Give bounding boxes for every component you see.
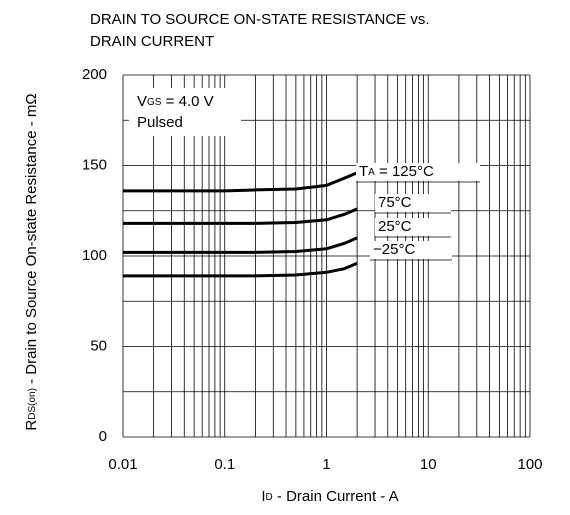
y-tick-label: 150 xyxy=(82,156,107,173)
y-tick-label: 100 xyxy=(82,247,107,264)
label-bg xyxy=(356,163,480,181)
x-axis-label: ID - Drain Current - A xyxy=(261,488,398,505)
x-tick-label: 100 xyxy=(517,456,542,473)
annotation: Pulsed xyxy=(137,114,183,131)
annotation-part: = 4.0 V xyxy=(161,93,213,110)
label-bg xyxy=(370,241,452,259)
chart-title: DRAIN TO SOURCE ON-STATE RESISTANCE vs. xyxy=(90,11,430,28)
legend-label: −25°C xyxy=(373,241,415,258)
label-bg xyxy=(375,194,451,212)
x-tick-label: 1 xyxy=(322,456,330,473)
legend-part: T xyxy=(359,163,368,180)
x-tick-label: 0.1 xyxy=(214,456,235,473)
line-series xyxy=(123,261,358,278)
legend-part: A xyxy=(368,167,375,178)
legend-label: 75°C xyxy=(378,194,412,211)
x-tick-label: 0.01 xyxy=(108,456,137,473)
annotation-part: GS xyxy=(147,97,162,108)
chart-title: DRAIN CURRENT xyxy=(90,33,214,50)
annotation-part: V xyxy=(137,93,147,110)
line-series xyxy=(123,207,358,225)
y-axis-label: RDS(on) - Drain to Source On-state Resis… xyxy=(23,93,40,430)
y-tick-label: 0 xyxy=(99,428,107,445)
y-tick-label: 50 xyxy=(90,337,107,354)
annotation: VGS = 4.0 V xyxy=(137,93,214,110)
legend-label: 25°C xyxy=(378,218,412,235)
line-series xyxy=(123,236,358,254)
x-tick-label: 10 xyxy=(420,456,437,473)
y-tick-label: 200 xyxy=(82,66,107,83)
line-series xyxy=(123,171,358,193)
legend-label: TA = 125°C xyxy=(359,163,434,180)
legend-part: = 125°C xyxy=(375,163,434,180)
label-bg xyxy=(375,218,451,236)
annotation-box xyxy=(129,88,241,136)
